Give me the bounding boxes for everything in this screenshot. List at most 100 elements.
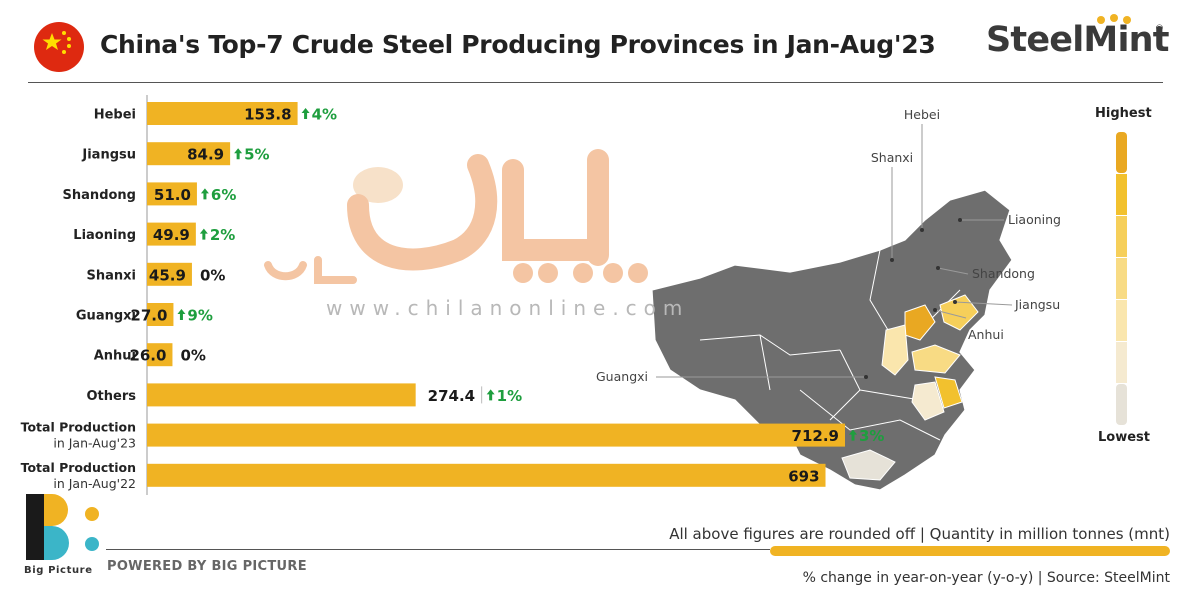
header-divider: [28, 82, 1163, 83]
up-arrow-icon: [177, 309, 186, 320]
bar: [147, 423, 845, 447]
scale-high-label: Highest: [1095, 106, 1152, 121]
guangxi-region: [841, 449, 896, 481]
yoy-change-label: 6%: [211, 186, 236, 204]
value-label: 693: [788, 467, 819, 485]
map-labels: Hebei Shanxi Liaoning Shandong Jiangsu Anhui G…: [596, 107, 1061, 384]
footer-accent-bar: [770, 546, 1170, 556]
value-label: 51.0: [154, 186, 191, 204]
value-label: 45.9: [149, 266, 186, 284]
yoy-change-label: 0%: [180, 347, 205, 365]
map-label: Shanxi: [871, 150, 913, 165]
anhui-region: [911, 381, 945, 421]
up-arrow-icon: [199, 228, 208, 240]
category-label: Hebei: [94, 108, 136, 123]
scale-low-label: Lowest: [1098, 430, 1150, 445]
category-label: Total Production: [21, 460, 136, 475]
bar: [147, 102, 298, 125]
map-label: Jiangsu: [1014, 297, 1060, 312]
bar: [147, 303, 174, 326]
map-marker-dot: [958, 218, 962, 222]
category-label: Shanxi: [87, 268, 137, 283]
category-label: Others: [87, 389, 137, 404]
steelmint-logo: SteelMint: [986, 20, 1169, 60]
category-label: Shandong: [63, 188, 136, 203]
map-marker-dot: [936, 266, 940, 270]
category-sublabel: in Jan-Aug'22: [53, 476, 136, 491]
bar: [147, 182, 197, 206]
map-marker-dot: [864, 375, 868, 379]
category-sublabel: in Jan-Aug'23: [53, 436, 136, 451]
yoy-change-label: 3%: [859, 427, 884, 445]
map-leader-line: [954, 301, 1013, 306]
category-label: Jiangsu: [81, 148, 136, 163]
liaoning-region: [939, 294, 979, 331]
up-arrow-icon: [301, 108, 310, 119]
shandong-region: [911, 344, 961, 374]
value-label: 274.4: [428, 387, 475, 405]
yoy-change-label: 2%: [210, 226, 235, 244]
registered-mark: ®: [1155, 24, 1164, 34]
map-leader-line: [937, 267, 969, 275]
category-label: Anhui: [94, 349, 136, 364]
bar: [147, 142, 231, 166]
china-flag-icon: [34, 22, 84, 72]
bar: [147, 343, 173, 367]
scale-swatch: [1116, 174, 1127, 215]
logo-dots-icon: [1097, 14, 1131, 24]
map-marker-dot: [890, 258, 894, 262]
bar: [147, 463, 826, 487]
scale-swatch: [1116, 258, 1127, 299]
scale-swatch: [1116, 300, 1127, 341]
value-label: 84.9: [187, 146, 224, 164]
value-label: 153.8: [244, 106, 291, 124]
yoy-change-label: 0%: [200, 266, 225, 284]
scale-swatch: [1116, 384, 1127, 425]
page-title: China's Top-7 Crude Steel Producing Prov…: [100, 30, 936, 59]
map-label: Anhui: [968, 327, 1004, 342]
map-label: Hebei: [904, 107, 940, 122]
value-label: 26.0: [129, 347, 166, 365]
jiangsu-region: [934, 376, 963, 409]
header: China's Top-7 Crude Steel Producing Prov…: [0, 0, 1200, 84]
chart-area: Hebei Shanxi Liaoning Shandong Jiangsu Anhui G…: [21, 95, 1127, 495]
scale-swatch: [1116, 132, 1127, 173]
map-label: Guangxi: [596, 369, 648, 384]
value-label: 712.9: [792, 427, 839, 445]
value-label: 27.0: [130, 307, 167, 325]
bar: [147, 222, 196, 246]
shanxi-region: [881, 324, 909, 376]
map-label: Shandong: [972, 266, 1035, 281]
map-label: Liaoning: [1008, 212, 1061, 227]
value-label: 49.9: [153, 226, 190, 244]
map-leader-line: [934, 309, 967, 319]
footer-divider: [106, 549, 770, 550]
footnote-source: % change in year-on-year (y-o-y) | Sourc…: [802, 570, 1170, 586]
up-arrow-icon: [234, 148, 243, 160]
yoy-change-label: 4%: [312, 106, 337, 124]
category-label: Liaoning: [73, 228, 136, 243]
color-scale: [1116, 132, 1127, 425]
scale-swatch: [1116, 216, 1127, 257]
scale-swatch: [1116, 342, 1127, 383]
china-map: [651, 189, 1013, 491]
footnote-units: All above figures are rounded off | Quan…: [669, 525, 1170, 543]
bar-series: Hebei 153.8 4% Jiangsu 84.9 5% Shandong 51.0 6% L…: [21, 95, 884, 495]
bar: [147, 383, 416, 407]
watermark-url: www.chilanonline.com: [326, 296, 690, 320]
big-picture-logo-icon: [26, 494, 99, 560]
watermark-logo: [264, 149, 648, 284]
yoy-change-label: 9%: [187, 307, 212, 325]
map-marker-dot: [953, 300, 957, 304]
category-label: Total Production: [21, 420, 136, 435]
up-arrow-icon: [849, 429, 857, 441]
up-arrow-icon: [200, 188, 209, 200]
yoy-change-label: 5%: [244, 146, 269, 164]
map-marker-dot: [920, 228, 924, 232]
bar: [147, 262, 192, 286]
category-label: Guangxi: [76, 309, 136, 324]
map-marker-dot: [933, 308, 937, 312]
big-picture-logo-text: Big Picture: [24, 565, 93, 576]
powered-by-text: POWERED BY BIG PICTURE: [107, 559, 307, 574]
up-arrow-icon: [486, 389, 495, 401]
